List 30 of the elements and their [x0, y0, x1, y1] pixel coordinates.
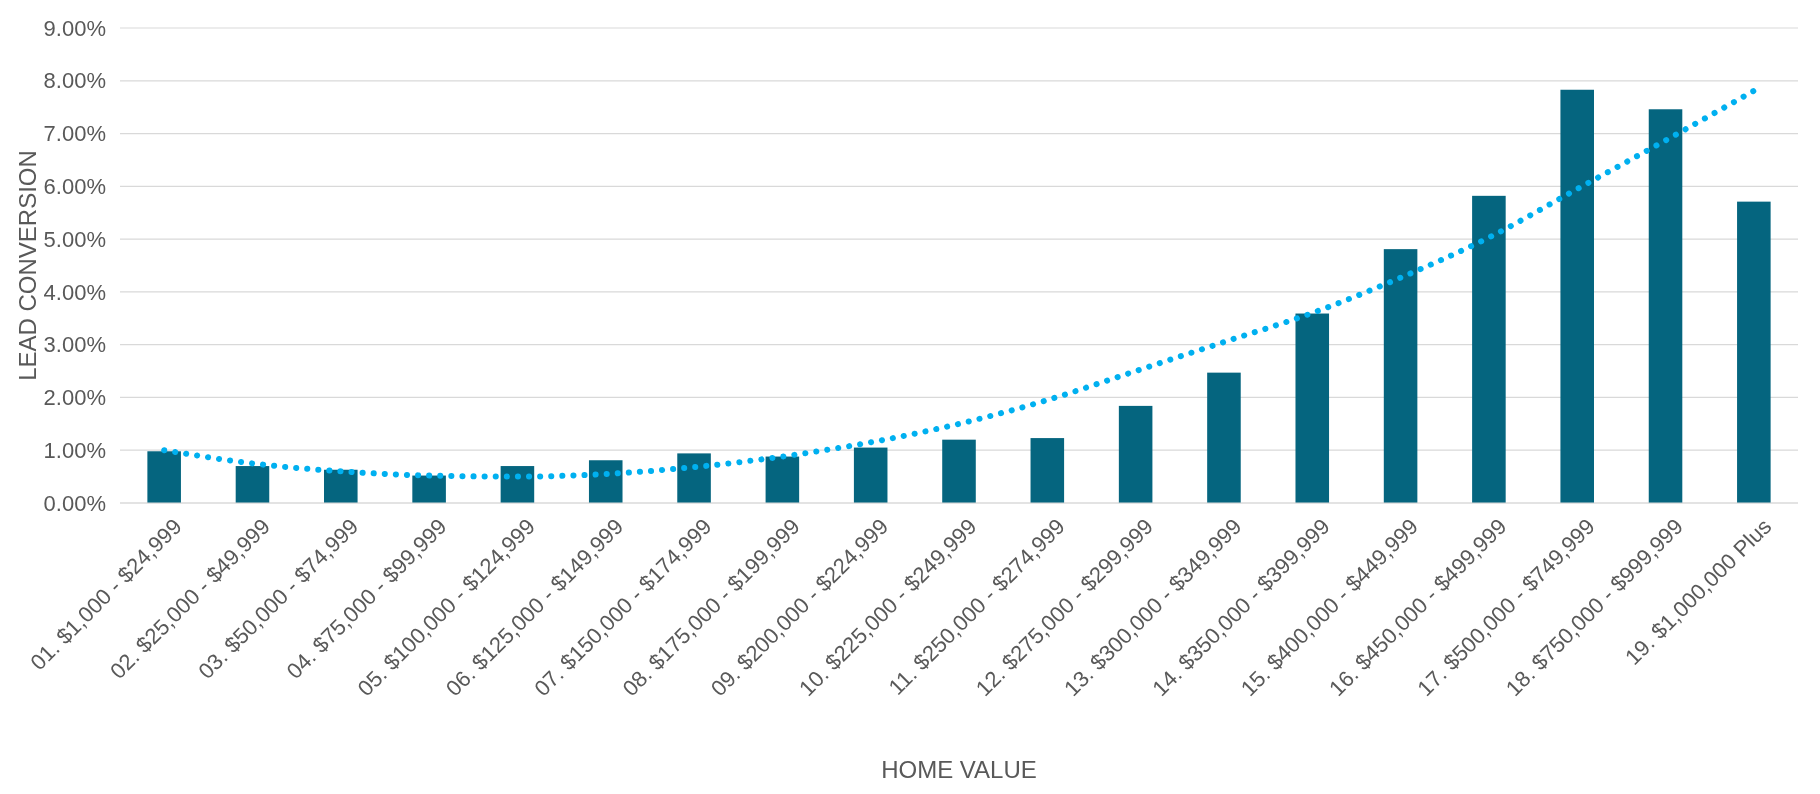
bar	[765, 456, 800, 503]
bar	[1295, 313, 1330, 503]
bar	[1648, 109, 1683, 503]
y-axis-title: LEAD CONVERSION	[14, 150, 41, 381]
y-tick-label: 0.00%	[43, 490, 106, 516]
bar	[588, 460, 623, 503]
y-tick-label: 4.00%	[43, 279, 106, 305]
bar	[1560, 89, 1594, 503]
bar	[1118, 405, 1153, 503]
y-tick-label: 2.00%	[43, 385, 106, 411]
bar	[412, 475, 446, 503]
y-tick-label: 9.00%	[43, 15, 106, 41]
bar	[235, 466, 270, 503]
y-tick-label: 7.00%	[43, 121, 106, 147]
y-tick-label: 1.00%	[43, 437, 106, 463]
bar	[1737, 201, 1771, 503]
y-tick-label: 5.00%	[43, 226, 106, 252]
bar	[1472, 195, 1506, 503]
y-tick-label: 8.00%	[43, 68, 106, 94]
bar	[1383, 249, 1418, 503]
bar	[1030, 438, 1065, 503]
bar	[853, 447, 888, 503]
bar	[147, 451, 181, 503]
bar	[942, 439, 976, 503]
x-axis-title: HOME VALUE	[881, 756, 1037, 783]
y-tick-label: 6.00%	[43, 174, 106, 200]
y-tick-label: 3.00%	[43, 332, 106, 358]
bar	[324, 469, 358, 503]
bar	[677, 453, 711, 503]
bar	[1207, 372, 1241, 503]
